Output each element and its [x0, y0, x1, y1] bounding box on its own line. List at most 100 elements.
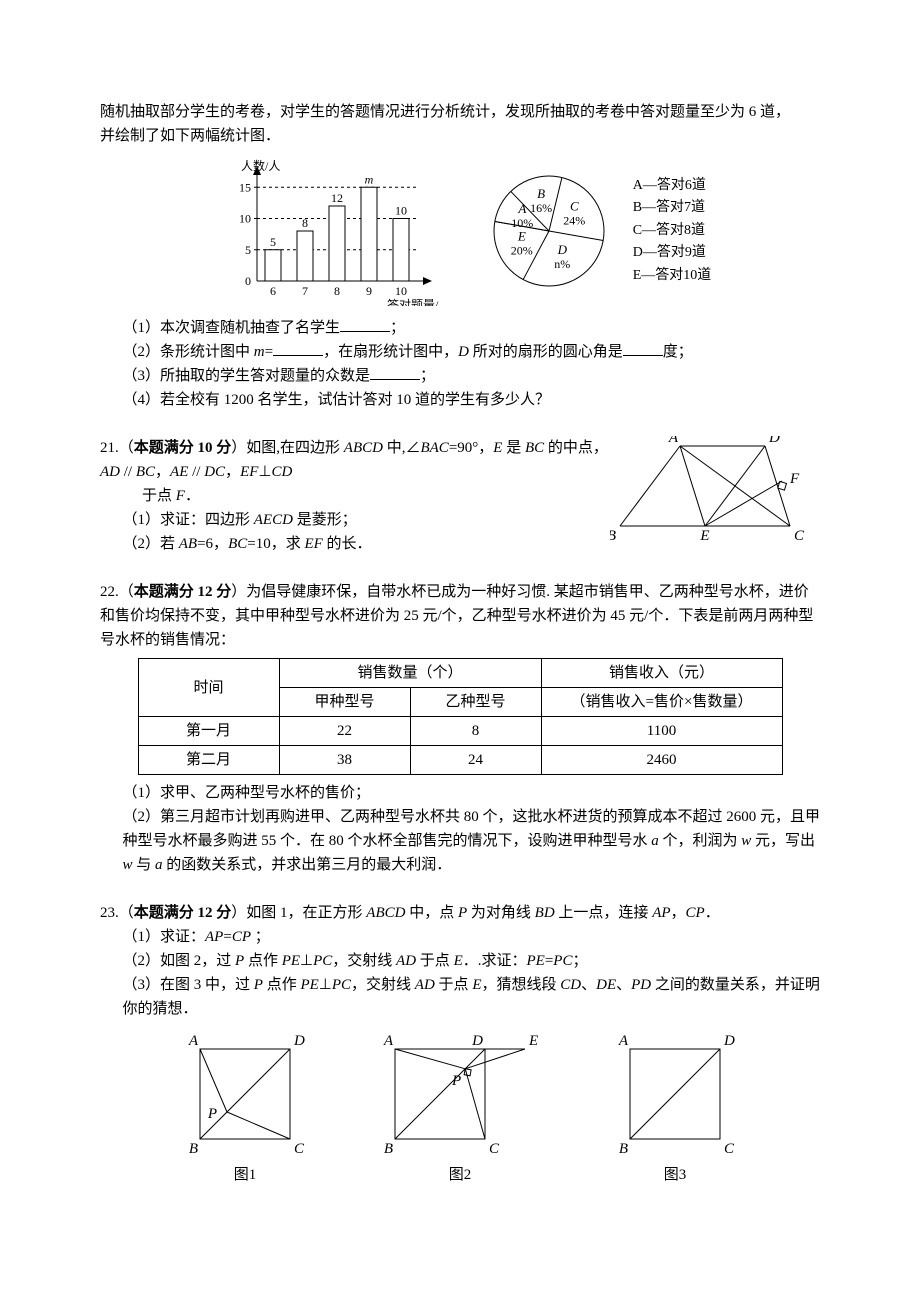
q23-perp: ⊥ — [300, 953, 313, 969]
svg-text:B: B — [189, 1141, 198, 1157]
q22-a2: a — [155, 857, 163, 873]
pie-chart: A10%B16%C24%Dn%E20% — [479, 161, 619, 301]
pie-legend-item: D—答对9道 — [633, 242, 712, 264]
th-qty: 销售数量（个） — [279, 659, 541, 688]
q23-P: P — [458, 905, 467, 921]
q21-aecd: AECD — [254, 512, 293, 528]
svg-text:0: 0 — [245, 274, 251, 288]
q23-hc: 中，点 — [405, 905, 458, 921]
q21-s1b: 是菱形； — [293, 512, 357, 528]
q21-BC3: BC — [228, 536, 247, 552]
svg-text:5: 5 — [245, 243, 251, 257]
q22-s2: （2）第三月超市计划再购进甲、乙两种型号水杯共 80 个，这批水杯进货的预算成本… — [100, 805, 820, 877]
q22-s2e: 的函数关系式，并求出第三月的最大利润． — [163, 857, 452, 873]
q21-EF2: EF — [304, 536, 322, 552]
table-row: 第二月 38 24 2460 — [138, 746, 782, 775]
q22-s2c: 元，写出 — [751, 833, 815, 849]
stats-figures-row: 人数/人0510155687128m91010答对题量/道 A10%B16%C2… — [100, 156, 820, 306]
svg-text:D: D — [723, 1033, 735, 1049]
q21-hbold: 本题满分 10 分 — [134, 440, 232, 456]
q23-abcd: ABCD — [366, 905, 405, 921]
intro-block: 随机抽取部分学生的考卷，对学生的答题情况进行分析统计，发现所抽取的考卷中答对题量… — [100, 100, 820, 412]
q23-cap1: 图1 — [175, 1163, 315, 1187]
q23-cap2: 图2 — [375, 1163, 545, 1187]
svg-text:n%: n% — [554, 257, 570, 271]
s2-D: D — [458, 344, 469, 360]
q21-s2c: =10，求 — [247, 536, 304, 552]
svg-text:12: 12 — [331, 191, 343, 205]
q21-hb: ）如图,在四边形 — [231, 440, 344, 456]
q21-hf: 的中点， — [544, 440, 608, 456]
q22-w2: w — [123, 857, 133, 873]
q23-s1b: = — [223, 929, 231, 945]
svg-text:10: 10 — [395, 204, 407, 218]
svg-text:C: C — [570, 198, 579, 213]
q23-PD: PD — [631, 977, 651, 993]
intro-line2: 并绘制了如下两幅统计图． — [100, 124, 820, 148]
svg-text:7: 7 — [302, 284, 308, 298]
q22: 22.（本题满分 12 分）为倡导健康环保，自带水杯已成为一种好习惯. 某超市销… — [100, 580, 820, 877]
r2-a: 38 — [279, 746, 410, 775]
r1-a: 22 — [279, 717, 410, 746]
svg-text:P: P — [451, 1073, 461, 1089]
stat-sub-1: （1）本次调查随机抽查了名学生； — [100, 316, 820, 340]
blank-4 — [370, 364, 420, 380]
svg-text:10: 10 — [395, 284, 407, 298]
svg-text:8: 8 — [302, 216, 308, 230]
r2-rev: 2460 — [541, 746, 782, 775]
q21-F: F — [176, 488, 185, 504]
q23-figs: ADBCP 图1 ADEBCP 图2 ADBC 图3 — [100, 1031, 820, 1187]
svg-text:9: 9 — [366, 284, 372, 298]
q21-row: 21.（本题满分 10 分）如图,在四边形 ABCD 中,∠BAC=90°，E … — [100, 436, 820, 556]
q22-a: a — [651, 833, 659, 849]
svg-text:D: D — [471, 1033, 483, 1049]
q23-AP2: AP — [205, 929, 223, 945]
q23-s2c: ，交射线 — [332, 953, 396, 969]
svg-text:8: 8 — [334, 284, 340, 298]
q23-s2d: 于点 — [416, 953, 454, 969]
svg-text:A: A — [188, 1033, 199, 1049]
q21-abcd: ABCD — [344, 440, 383, 456]
pie-legend-item: E—答对10道 — [633, 265, 712, 287]
svg-text:D: D — [768, 436, 780, 446]
q22-s1: （1）求甲、乙两种型号水杯的售价； — [100, 781, 820, 805]
q23-hf: ． — [705, 905, 720, 921]
q23-s3c: ，交射线 — [351, 977, 415, 993]
svg-text:B: B — [384, 1141, 393, 1157]
q22-s2b: 个，利润为 — [659, 833, 742, 849]
r1-b: 8 — [410, 717, 541, 746]
s2-m: m — [254, 344, 265, 360]
q21-BC2: BC — [136, 464, 155, 480]
s2tail: 度； — [663, 344, 693, 360]
svg-text:B: B — [537, 186, 545, 201]
q21-hh: ， — [225, 464, 240, 480]
q23-ha: 23.（ — [100, 905, 134, 921]
blank-3 — [623, 340, 663, 356]
q23-c1: ， — [671, 905, 686, 921]
q23-hb: ）如图 1，在正方形 — [231, 905, 366, 921]
q23-s1: （1）求证：AP=CP ； — [100, 925, 820, 949]
q21-AD: AD — [100, 464, 120, 480]
svg-text:B: B — [619, 1141, 628, 1157]
intro-line1: 随机抽取部分学生的考卷，对学生的答题情况进行分析统计，发现所抽取的考卷中答对题量… — [100, 100, 820, 124]
q23-AP: AP — [652, 905, 670, 921]
q22-s2d: 与 — [133, 857, 156, 873]
q23-fig1: ADBCP — [175, 1031, 315, 1161]
q21-he: 是 — [502, 440, 525, 456]
svg-text:P: P — [207, 1106, 217, 1122]
q23-fig1-wrap: ADBCP 图1 — [175, 1031, 315, 1187]
s2mid: ，在扇形统计图中， — [323, 344, 458, 360]
q23-he: 上一点，连接 — [555, 905, 653, 921]
th-a: 甲种型号 — [279, 688, 410, 717]
q23-fig3-wrap: ADBC 图3 — [605, 1031, 745, 1187]
q23-s3b: 点作 — [263, 977, 301, 993]
q21-l2b: ． — [185, 488, 200, 504]
svg-text:D: D — [556, 242, 567, 257]
q23-hd: 为对角线 — [467, 905, 535, 921]
svg-text:5: 5 — [270, 235, 276, 249]
s2b: 所对的扇形的圆心角是 — [469, 344, 623, 360]
q23-s3: （3）在图 3 中，过 P 点作 PE⊥PC，交射线 AD 于点 E，猜想线段 … — [100, 973, 820, 1021]
q21-CD: CD — [271, 464, 292, 480]
q21-par2: // — [188, 464, 204, 480]
s3tail: ； — [420, 368, 435, 384]
